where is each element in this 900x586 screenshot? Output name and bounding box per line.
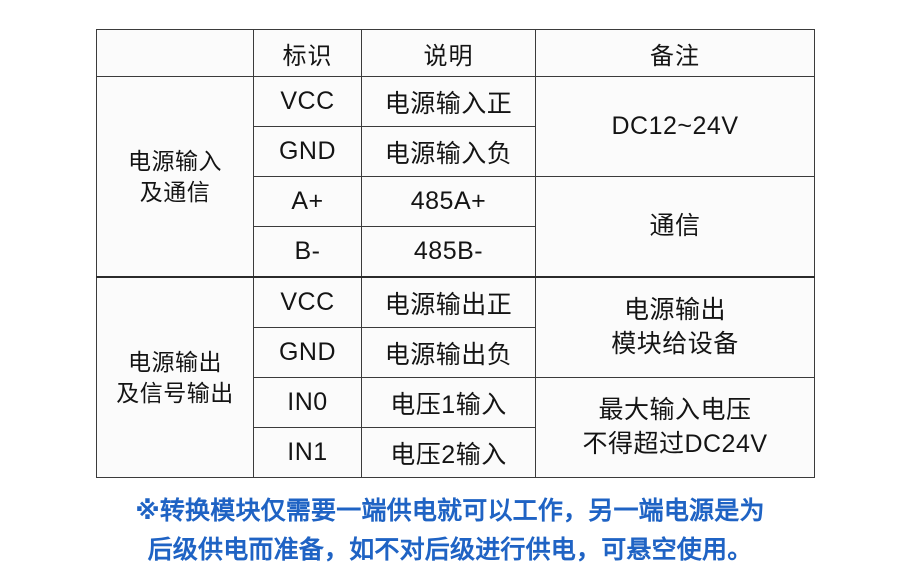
table-row: 电源输出 及信号输出 VCC 电源输出正 电源输出 模块给设备	[96, 276, 815, 478]
cell-description: 电源输入正	[361, 76, 536, 127]
group-label-power-output: 电源输出 及信号输出	[96, 276, 254, 478]
note-line2: 不得超过DC24V	[582, 429, 768, 458]
table-row: 电源输入 及通信 VCC 电源输入正 DC12~24V	[96, 76, 815, 278]
group-label-line1: 电源输入	[128, 148, 222, 175]
cell-description: 电源输出正	[361, 276, 536, 328]
footer-note: ※转换模块仅需要一端供电就可以工作，另一端电源是为 后级供电而准备，如不对后级进…	[0, 492, 900, 570]
cell-id: VCC	[253, 76, 362, 127]
note-line1: DC12~24V	[611, 111, 739, 140]
cell-id: IN1	[253, 427, 362, 478]
cell-note: DC12~24V	[535, 76, 815, 177]
footer-note-line-2: 后级供电而准备，如不对后级进行供电，可悬空使用。	[147, 535, 753, 564]
cell-id: VCC	[253, 276, 362, 328]
table-row: GND 电源输入负	[97, 126, 815, 177]
group-label-line1: 电源输出	[128, 349, 222, 376]
cell-id: GND	[253, 327, 362, 378]
terminal-spec-table: 标识 说明 备注 电源输入 及通信 VCC 电源输入正 DC12~24V GND	[96, 29, 815, 478]
note-line2: 模块给设备	[611, 329, 739, 358]
cell-id: GND	[253, 126, 362, 177]
table-row: IN1 电压2输入	[97, 427, 815, 478]
note-line1: 通信	[649, 211, 701, 240]
header-description: 说明	[361, 29, 536, 77]
cell-note: 电源输出 模块给设备	[535, 276, 815, 378]
note-line1: 最大输入电压	[598, 396, 752, 424]
header-id: 标识	[253, 29, 362, 77]
cell-description: 电压1输入	[361, 377, 536, 428]
header-blank-cell	[96, 29, 254, 77]
table-header: 标识 说明 备注	[96, 29, 815, 77]
footer-note-line-1: ※转换模块仅需要一端供电就可以工作，另一端电源是为	[135, 497, 765, 525]
cell-id: IN0	[253, 377, 362, 428]
cell-description: 485A+	[361, 176, 536, 227]
group-label-power-input: 电源输入 及通信	[96, 76, 254, 278]
cell-description: 485B-	[361, 226, 536, 278]
cell-description: 电源输入负	[361, 126, 536, 177]
table-row: IN0 电压1输入 最大输入电压 不得超过DC24V	[97, 377, 815, 478]
table-body: 电源输入 及通信 VCC 电源输入正 DC12~24V GND 电源输入负 A+…	[96, 76, 815, 478]
cell-description: 电压2输入	[361, 427, 536, 478]
table-row: GND 电源输出负	[97, 327, 815, 378]
cell-note: 最大输入电压 不得超过DC24V	[535, 377, 815, 478]
note-line1: 电源输出	[623, 296, 726, 324]
header-note: 备注	[535, 29, 815, 77]
group-label-line2: 及信号输出	[116, 379, 234, 406]
cell-description: 电源输出负	[361, 327, 536, 378]
cell-note: 通信	[535, 176, 815, 278]
group-label-line2: 及通信	[139, 178, 211, 205]
cell-id: B-	[253, 226, 362, 278]
cell-id: A+	[253, 176, 362, 227]
table-row: B- 485B-	[97, 226, 815, 278]
table-header-row: 标识 说明 备注	[96, 29, 815, 77]
table-row: A+ 485A+ 通信	[97, 176, 815, 278]
